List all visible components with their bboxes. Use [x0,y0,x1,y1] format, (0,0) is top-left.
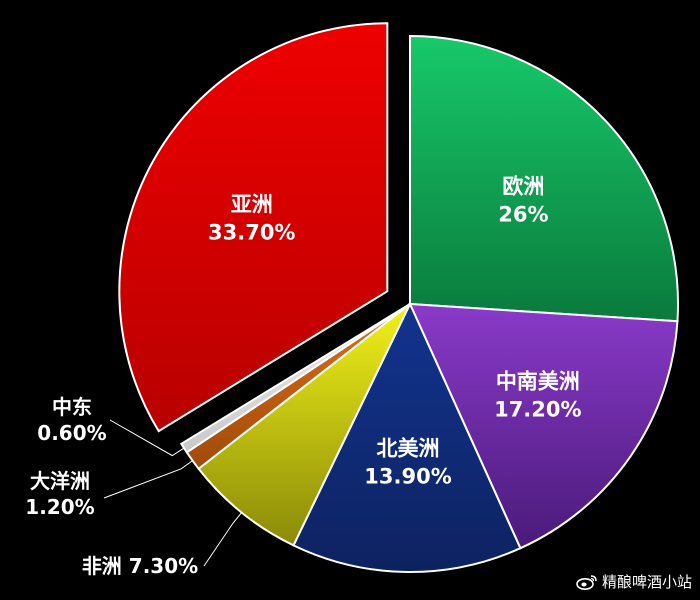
slice-label-name: 中南美洲 [496,369,580,393]
slice-label-outside: 非洲 7.30% [82,554,198,578]
slice-label-name: 亚洲 [231,192,273,216]
slice-label-name: 大洋洲 [30,469,90,493]
watermark: 精酿啤酒小站 [576,571,692,592]
slice-label-value: 13.90% [364,464,451,488]
pie-slice [408,302,679,550]
slice-label-value: 26% [498,203,548,227]
watermark-text: 精酿啤酒小站 [601,573,692,591]
weibo-icon [576,574,597,590]
pie-slice [409,34,679,323]
slice-label-value: 1.20% [25,495,94,519]
leader-line [109,419,185,457]
slice-label-value: 33.70% [208,220,295,244]
leader-line [203,512,243,567]
pie-slice [292,301,522,573]
leader-line [103,460,193,499]
slice-label-name: 北美洲 [377,436,440,460]
slice-label-name: 欧洲 [502,175,544,199]
slice-label-value: 17.20% [494,397,581,421]
pie-slice [118,22,389,433]
slice-label-name: 中东 [52,395,92,419]
slice-label-value: 0.60% [37,421,106,445]
